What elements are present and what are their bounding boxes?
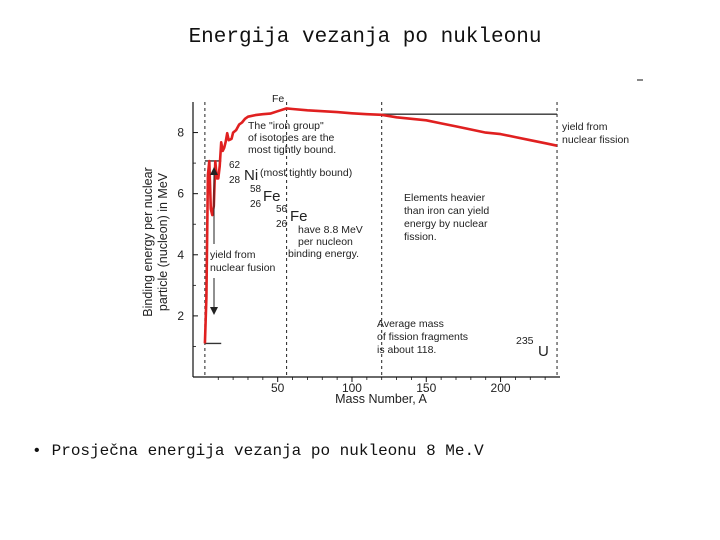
avg-mass-line2: of fission fragments xyxy=(377,331,468,343)
bullet-dot-icon: • xyxy=(32,442,42,460)
fission-yield-line2: nuclear fission xyxy=(562,134,629,146)
heavier-line1: Elements heavier xyxy=(404,192,486,204)
x-tick-label-50: 50 xyxy=(271,381,285,395)
u-symbol: U xyxy=(538,343,549,360)
fe56-note-line3: binding energy. xyxy=(288,248,359,260)
ni-atomic-number: 28 xyxy=(229,175,241,186)
fe56-atomic-number: 26 xyxy=(276,219,288,230)
fe56-symbol: Fe xyxy=(290,208,308,225)
bullet-point: • Prosječna energija vezanja po nukleonu … xyxy=(32,442,484,460)
fusion-yield-line1: yield from xyxy=(210,249,256,261)
iron-group-line3: most tightly bound. xyxy=(248,144,336,156)
fusion-yield-line2: nuclear fusion xyxy=(210,262,276,274)
slide-title: Energija vezanja po nukleonu xyxy=(188,26,542,49)
avg-mass-line1: Average mass xyxy=(377,318,444,330)
iron-group-line1: The "iron group" xyxy=(248,120,324,132)
ni-symbol: Ni xyxy=(244,167,258,184)
y-tick-label-4: 4 xyxy=(177,248,184,262)
fe-top-label: Fe xyxy=(272,93,284,105)
y-axis-label-line1: Binding energy per nuclear xyxy=(141,167,155,316)
heavier-line3: energy by nuclear xyxy=(404,218,488,230)
fe58-symbol: Fe xyxy=(263,188,281,205)
fission-yield-line1: yield from xyxy=(562,121,608,133)
y-tick-label-8: 8 xyxy=(177,126,184,140)
bullet-text: Prosječna energija vezanja po nukleonu 8… xyxy=(51,442,484,460)
x-tick-label-150: 150 xyxy=(416,381,436,395)
y-tick-label-2: 2 xyxy=(177,309,184,323)
fe56-note-line1: have 8.8 MeV xyxy=(298,224,363,236)
iron-group-line2: of isotopes are the xyxy=(248,132,335,144)
fe56-note-line2: per nucleon xyxy=(298,236,353,248)
u-mass-number: 235 xyxy=(516,335,534,347)
fe58-atomic-number: 26 xyxy=(250,199,262,210)
y-axis-label-line2: particle (nucleon) in MeV xyxy=(156,172,170,311)
x-axis-label: Mass Number, A xyxy=(335,392,427,406)
ni-note: (most tightly bound) xyxy=(260,167,352,179)
x-ticks: 50 100 150 200 xyxy=(217,377,546,395)
y-ticks: 2 4 6 8 xyxy=(177,126,198,347)
ni-mass-number: 62 xyxy=(229,160,241,171)
binding-curve-series-1 xyxy=(381,113,558,147)
x-tick-label-200: 200 xyxy=(491,381,511,395)
y-tick-label-6: 6 xyxy=(177,187,184,201)
heavier-line4: fission. xyxy=(404,231,437,243)
avg-mass-line3: is about 118. xyxy=(377,344,436,356)
fe56-mass-number: 56 xyxy=(276,204,288,215)
heavier-line2: than iron can yield xyxy=(404,205,489,217)
x-tick-label-100: 100 xyxy=(342,381,362,395)
fe58-mass-number: 58 xyxy=(250,184,262,195)
